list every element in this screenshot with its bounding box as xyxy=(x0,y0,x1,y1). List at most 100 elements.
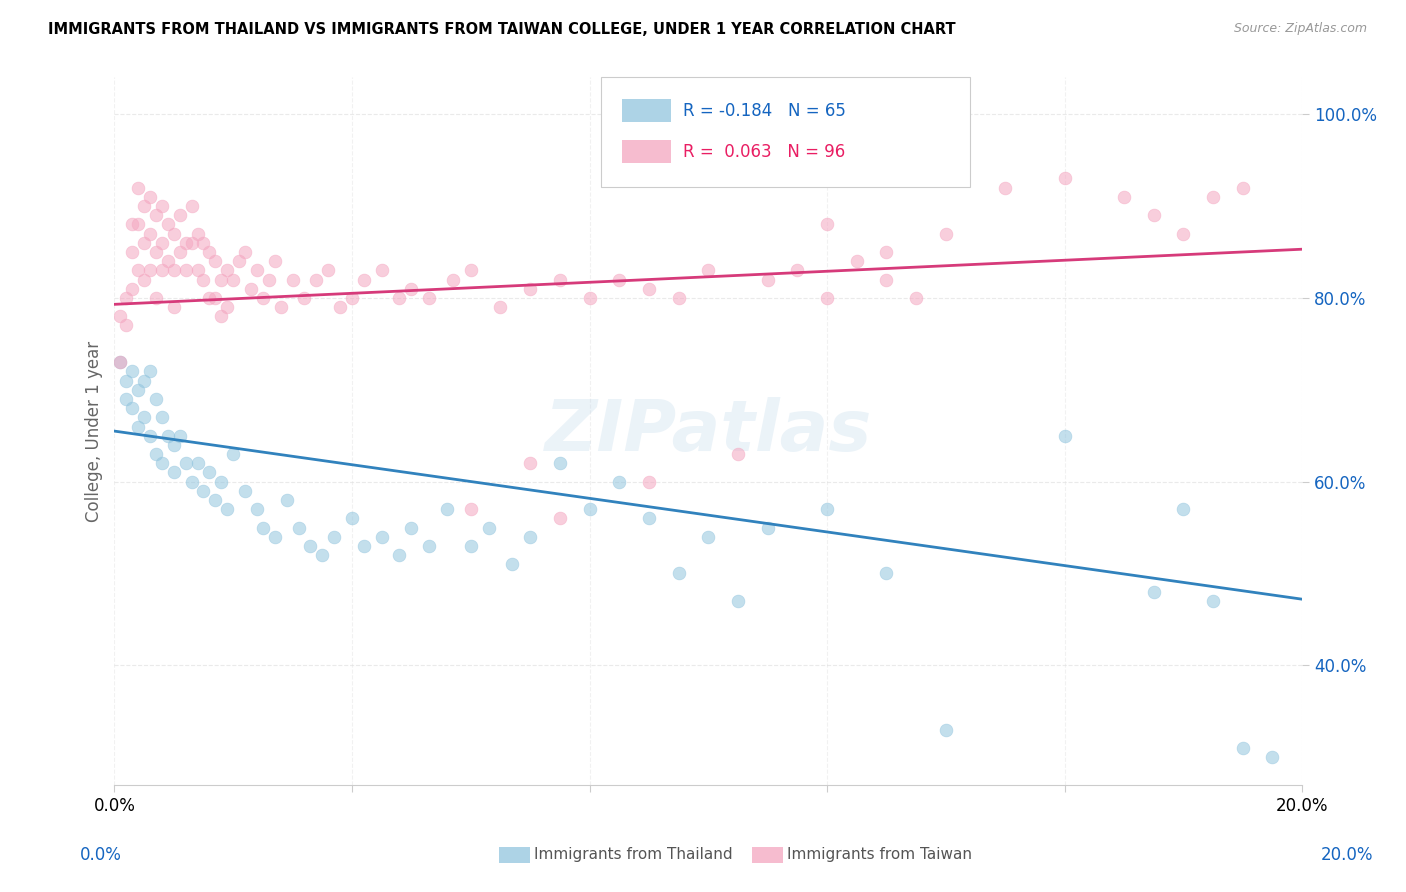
Point xyxy=(668,566,690,581)
Point xyxy=(150,199,173,213)
Point xyxy=(174,235,197,250)
Point xyxy=(110,355,132,369)
Point xyxy=(263,254,285,268)
Point xyxy=(246,263,269,277)
Point xyxy=(139,364,162,378)
Point xyxy=(127,419,149,434)
Point xyxy=(638,511,661,525)
Point xyxy=(875,244,897,259)
Point xyxy=(222,272,245,286)
Point xyxy=(257,272,280,286)
Text: Immigrants from Taiwan: Immigrants from Taiwan xyxy=(787,847,973,862)
Point xyxy=(139,190,162,204)
Point xyxy=(281,272,304,286)
Point xyxy=(127,218,149,232)
Point xyxy=(578,291,600,305)
Point xyxy=(270,300,292,314)
Point xyxy=(163,300,186,314)
Point xyxy=(163,263,186,277)
Point xyxy=(697,263,720,277)
Point xyxy=(217,502,239,516)
Point xyxy=(519,456,541,470)
Point xyxy=(323,530,346,544)
Point xyxy=(127,180,149,194)
Point xyxy=(370,530,392,544)
Point xyxy=(353,272,375,286)
Text: IMMIGRANTS FROM THAILAND VS IMMIGRANTS FROM TAIWAN COLLEGE, UNDER 1 YEAR CORRELA: IMMIGRANTS FROM THAILAND VS IMMIGRANTS F… xyxy=(48,22,956,37)
Point xyxy=(287,520,309,534)
Point xyxy=(252,291,274,305)
Point xyxy=(110,310,132,324)
Point xyxy=(169,428,191,442)
Point xyxy=(174,263,197,277)
Point xyxy=(246,502,269,516)
Point xyxy=(132,235,155,250)
Point xyxy=(204,291,226,305)
Point xyxy=(187,456,209,470)
Point xyxy=(180,235,202,250)
Point xyxy=(217,263,239,277)
Point xyxy=(127,383,149,397)
Point xyxy=(905,291,928,305)
Point xyxy=(340,291,363,305)
Point xyxy=(548,272,571,286)
Text: Source: ZipAtlas.com: Source: ZipAtlas.com xyxy=(1233,22,1367,36)
Point xyxy=(156,428,179,442)
Point xyxy=(418,291,440,305)
Point xyxy=(276,493,298,508)
Point xyxy=(477,520,499,534)
Point xyxy=(127,263,149,277)
Point xyxy=(845,254,868,268)
Point xyxy=(198,244,221,259)
Point xyxy=(994,180,1017,194)
Point xyxy=(193,483,215,498)
Point xyxy=(340,511,363,525)
Point xyxy=(329,300,352,314)
Point xyxy=(115,374,138,388)
Point xyxy=(252,520,274,534)
Point xyxy=(815,291,838,305)
Point xyxy=(204,493,226,508)
Point xyxy=(121,244,143,259)
Point xyxy=(935,723,957,737)
Point xyxy=(501,558,523,572)
Point xyxy=(548,456,571,470)
Point xyxy=(436,502,458,516)
Point xyxy=(388,291,411,305)
Point xyxy=(163,438,186,452)
Point xyxy=(299,539,322,553)
Point xyxy=(519,530,541,544)
Point xyxy=(233,244,256,259)
Text: Immigrants from Thailand: Immigrants from Thailand xyxy=(534,847,733,862)
Point xyxy=(311,548,333,562)
Point xyxy=(875,566,897,581)
Point xyxy=(115,392,138,406)
Point xyxy=(441,272,464,286)
Point xyxy=(1202,594,1225,608)
Point xyxy=(121,282,143,296)
Point xyxy=(145,244,167,259)
Point xyxy=(198,291,221,305)
Point xyxy=(209,475,232,489)
Point xyxy=(222,447,245,461)
Point xyxy=(204,254,226,268)
Point xyxy=(163,466,186,480)
Point xyxy=(607,272,630,286)
FancyBboxPatch shape xyxy=(621,99,672,122)
Text: R =  0.063   N = 96: R = 0.063 N = 96 xyxy=(683,143,845,161)
Point xyxy=(1173,227,1195,241)
Point xyxy=(756,520,779,534)
Point xyxy=(638,475,661,489)
Point xyxy=(1202,190,1225,204)
Point xyxy=(180,199,202,213)
Point xyxy=(353,539,375,553)
Point xyxy=(240,282,263,296)
Point xyxy=(132,374,155,388)
Text: ZIPatlas: ZIPatlas xyxy=(544,397,872,466)
Point xyxy=(198,466,221,480)
Point xyxy=(233,483,256,498)
Point xyxy=(169,244,191,259)
Point xyxy=(756,272,779,286)
Point xyxy=(139,263,162,277)
Point xyxy=(875,272,897,286)
